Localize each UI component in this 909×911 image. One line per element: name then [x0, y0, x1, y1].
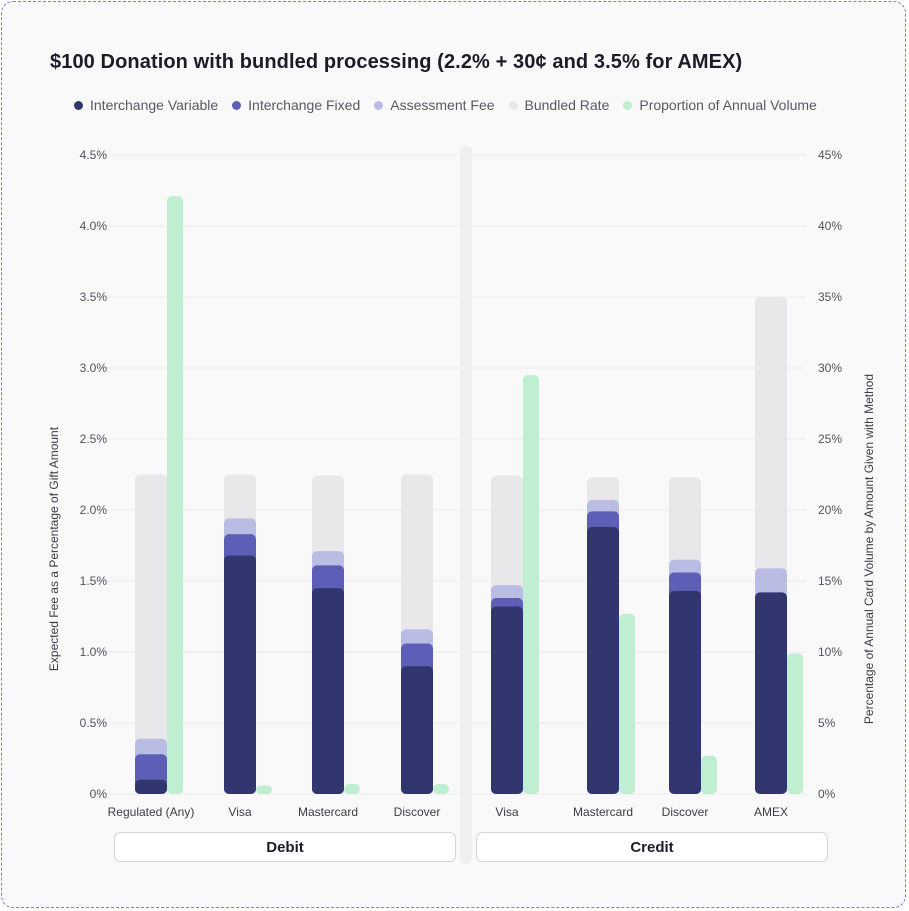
- bar-proportion-of-annual-volume: [256, 785, 272, 794]
- y-tick-label: 3.5%: [80, 290, 108, 304]
- x-tick-label: Visa: [495, 805, 518, 819]
- legend-swatch: [623, 100, 633, 110]
- y2-tick-label: 30%: [818, 361, 842, 375]
- bar-interchange-variable: [755, 592, 787, 794]
- y-tick-label: 1.0%: [80, 645, 108, 659]
- x-tick-label: Discover: [662, 805, 709, 819]
- bar-interchange-variable: [491, 606, 523, 794]
- bar-interchange-variable: [587, 527, 619, 794]
- y-tick-label: 1.5%: [80, 574, 108, 588]
- y2-tick-label: 40%: [818, 219, 842, 233]
- group-label-text: Debit: [266, 838, 304, 856]
- legend-item-interchange-fixed[interactable]: Interchange Fixed: [232, 97, 360, 113]
- bar-interchange-variable: [312, 588, 344, 794]
- y-tick-label: 0.5%: [80, 716, 108, 730]
- legend-swatch: [74, 100, 83, 110]
- legend-item-assessment-fee[interactable]: Assessment Fee: [374, 97, 495, 113]
- bar-proportion-of-annual-volume: [701, 755, 717, 794]
- y-tick-label: 2.5%: [80, 432, 108, 446]
- bar-proportion-of-annual-volume: [344, 784, 360, 794]
- y2-axis-title: Percentage of Annual Card Volume by Amou…: [862, 374, 876, 724]
- bar-interchange-variable: [135, 779, 167, 794]
- y2-tick-label: 25%: [818, 432, 842, 446]
- bar-interchange-variable: [401, 666, 433, 794]
- y-tick-label: 0%: [90, 787, 108, 801]
- y-tick-label: 2.0%: [80, 503, 108, 517]
- bar-interchange-variable: [669, 590, 701, 794]
- legend-label: Interchange Variable: [90, 97, 219, 113]
- y-tick-label: 4.5%: [80, 148, 108, 162]
- bar-bundled-rate: [135, 474, 167, 794]
- x-tick-label: Mastercard: [298, 805, 358, 819]
- x-tick-label: Regulated (Any): [108, 805, 195, 819]
- chart-title: $100 Donation with bundled processing (2…: [50, 51, 743, 73]
- bar-proportion-of-annual-volume: [619, 613, 635, 794]
- y-axis-title: Expected Fee as a Percentage of Gift Amo…: [47, 426, 61, 671]
- legend-label: Interchange Fixed: [248, 97, 361, 113]
- legend-label: Proportion of Annual Volume: [639, 97, 817, 113]
- y2-tick-label: 20%: [818, 503, 842, 517]
- y-tick-label: 3.0%: [80, 361, 108, 375]
- group-label-credit[interactable]: Credit: [476, 832, 828, 862]
- y2-tick-label: 5%: [818, 716, 836, 730]
- legend-swatch: [374, 100, 384, 110]
- chart-legend: Interchange Variable Interchange Fixed Ass…: [74, 97, 817, 113]
- bar-proportion-of-annual-volume: [167, 196, 183, 794]
- legend-swatch: [508, 100, 518, 110]
- x-tick-label: AMEX: [754, 805, 788, 819]
- bar-proportion-of-annual-volume: [433, 784, 449, 794]
- group-label-text: Credit: [630, 838, 674, 856]
- x-tick-label: Visa: [228, 805, 251, 819]
- x-tick-label: Mastercard: [573, 805, 633, 819]
- y2-tick-label: 45%: [818, 148, 842, 162]
- y2-tick-label: 0%: [818, 787, 836, 801]
- group-label-debit[interactable]: Debit: [114, 832, 456, 862]
- legend-swatch: [232, 100, 242, 110]
- y-tick-label: 4.0%: [80, 219, 108, 233]
- legend-item-proportion-of-annual-volume[interactable]: Proportion of Annual Volume: [623, 97, 817, 113]
- legend-item-bundled-rate[interactable]: Bundled Rate: [508, 97, 610, 113]
- bar-proportion-of-annual-volume: [787, 653, 803, 794]
- legend-label: Assessment Fee: [390, 97, 495, 113]
- y2-tick-label: 15%: [818, 574, 842, 588]
- y2-tick-label: 35%: [818, 290, 842, 304]
- y2-tick-label: 10%: [818, 645, 842, 659]
- bar-proportion-of-annual-volume: [523, 375, 539, 794]
- group-separator: [460, 146, 472, 864]
- legend-label: Bundled Rate: [524, 97, 610, 113]
- bar-interchange-variable: [224, 555, 256, 794]
- legend-item-interchange-variable[interactable]: Interchange Variable: [74, 97, 218, 113]
- x-tick-label: Discover: [394, 805, 441, 819]
